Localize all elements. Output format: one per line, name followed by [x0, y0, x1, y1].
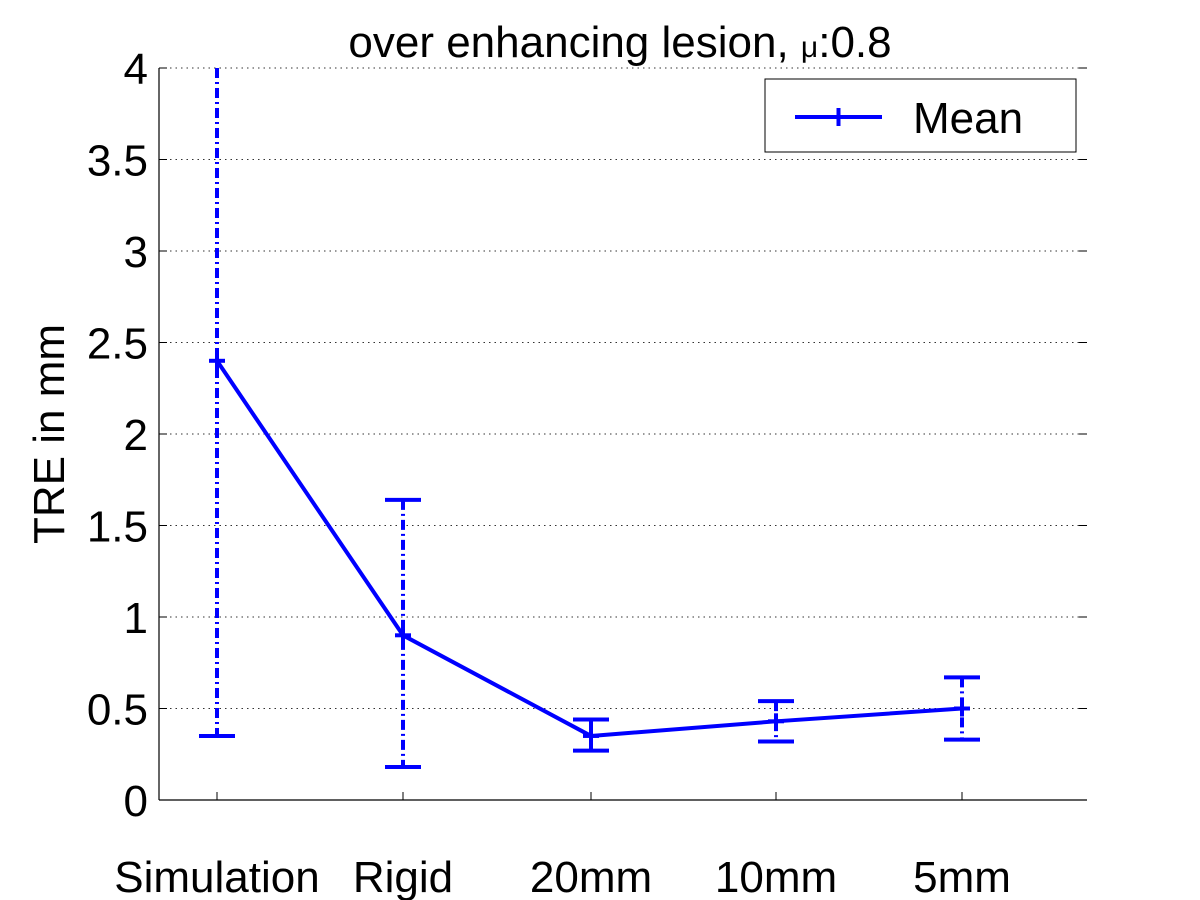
y-tick-label: 4: [124, 45, 148, 94]
x-tick-label: Rigid: [353, 853, 453, 900]
x-tick-label: Simulation: [114, 853, 319, 900]
x-tick-label: 10mm: [715, 853, 837, 900]
y-tick-label: 1: [124, 594, 148, 643]
y-tick-label: 0.5: [87, 686, 148, 735]
y-tick-label: 2: [124, 411, 148, 460]
y-tick-label: 3: [124, 228, 148, 277]
mean-point-marker: [954, 700, 970, 717]
x-tick-label: 20mm: [530, 853, 652, 900]
y-tick-label: 1.5: [87, 503, 148, 552]
title-mu-symbol: μ: [801, 31, 818, 64]
mean-line: [215, 359, 963, 738]
y-tick-label: 2.5: [87, 320, 148, 369]
y-axis-label: TRE in mm: [25, 324, 74, 544]
y-tick-label: 0: [124, 777, 148, 826]
x-tick-labels: Simulation Rigid 20mm 10mm 5mm: [114, 792, 1011, 900]
mean-point-marker: [209, 352, 225, 369]
grid-lines: [159, 67, 1087, 709]
legend-entry-mean: Mean: [913, 94, 1023, 143]
mean-point-marker: [768, 713, 784, 730]
series-mean: [199, 68, 980, 770]
x-tick-label: 5mm: [913, 853, 1011, 900]
legend: Mean: [764, 78, 1077, 153]
y-tick-label: 3.5: [87, 137, 148, 186]
mean-point-marker: [395, 627, 411, 644]
axes: [158, 68, 1087, 801]
mean-point-marker: [583, 727, 599, 744]
chart-title: over enhancing lesion, μ:0.8: [348, 18, 891, 67]
y-tick-labels: 0 0.5 1 1.5 2 2.5 3 3.5 4: [87, 45, 1087, 826]
